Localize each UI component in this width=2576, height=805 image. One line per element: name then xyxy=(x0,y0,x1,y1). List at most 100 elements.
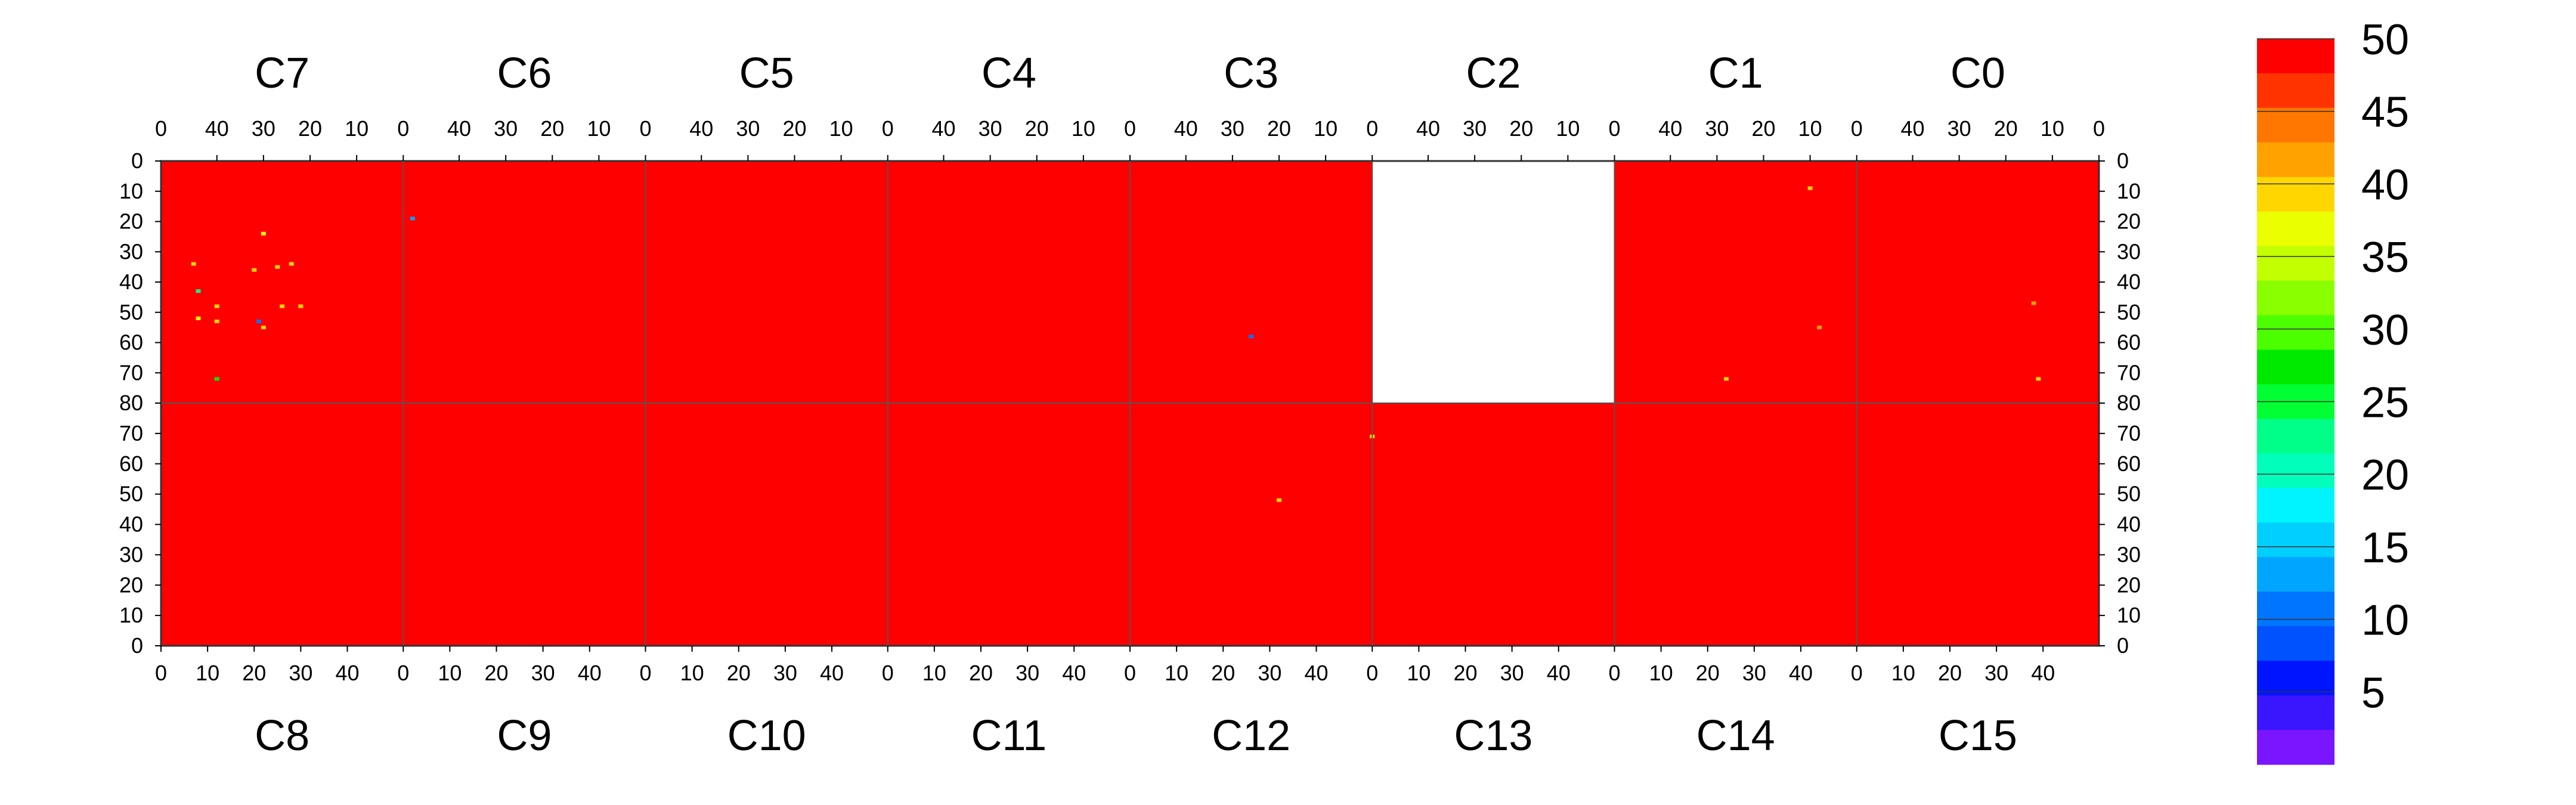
x-tick-label: 20 xyxy=(727,661,751,685)
x-tick-label: 30 xyxy=(736,116,760,141)
colorbar-tick-label: 45 xyxy=(2361,89,2409,137)
colorbar-segment xyxy=(2257,315,2334,351)
x-tick-label: 20 xyxy=(969,661,993,685)
colorbar-tick-label: 25 xyxy=(2361,379,2409,427)
x-tick-label: 20 xyxy=(1453,661,1477,685)
x-tick-label: 40 xyxy=(578,661,602,685)
anomaly-pixel xyxy=(261,231,266,236)
x-tick-label: 0 xyxy=(1124,661,1136,685)
x-tick-label: 40 xyxy=(1658,116,1682,141)
x-tick-label: 40 xyxy=(820,661,844,685)
x-tick-label: 30 xyxy=(531,661,555,685)
x-tick-label: 0 xyxy=(1366,661,1378,685)
chip-c14 xyxy=(1614,403,1857,646)
chip-c11 xyxy=(887,403,1130,646)
chip-c13 xyxy=(1372,403,1615,646)
colorbar-segment xyxy=(2257,695,2334,730)
colorbar-tick-label: 35 xyxy=(2361,234,2409,281)
y-tick-label: 70 xyxy=(119,360,143,385)
anomaly-pixel xyxy=(1807,186,1813,190)
x-tick-label: 0 xyxy=(882,661,894,685)
x-tick-label: 20 xyxy=(1211,661,1235,685)
x-tick-label: 30 xyxy=(494,116,518,141)
anomaly-pixel xyxy=(275,265,280,269)
anomaly-pixel xyxy=(2036,377,2041,381)
chip-label-c2: C2 xyxy=(1466,49,1521,97)
y-tick-label: 10 xyxy=(2117,603,2141,627)
x-tick-label: 0 xyxy=(639,116,651,141)
y-tick-label: 50 xyxy=(119,482,143,506)
chip-c7 xyxy=(161,161,404,403)
colorbar-segment xyxy=(2257,557,2334,592)
chip-label-c6: C6 xyxy=(497,49,552,97)
y-tick-label: 30 xyxy=(2117,542,2141,566)
x-tick-label: 20 xyxy=(1267,116,1291,141)
x-tick-label: 30 xyxy=(1221,116,1244,141)
x-tick-label: 40 xyxy=(1304,661,1328,685)
anomaly-pixel xyxy=(1249,335,1254,339)
chip-label-c3: C3 xyxy=(1224,49,1278,97)
colorbar-segment xyxy=(2257,142,2334,178)
x-tick-label: 10 xyxy=(1072,116,1095,141)
plot-area xyxy=(161,161,2099,646)
y-tick-label: 30 xyxy=(2117,239,2141,264)
x-tick-label: 40 xyxy=(1900,116,1924,141)
x-tick-label: 20 xyxy=(1025,116,1049,141)
anomaly-pixel xyxy=(196,316,201,320)
chip-label-c4: C4 xyxy=(982,49,1036,97)
colorbar-segment xyxy=(2257,661,2334,696)
x-tick-label: 0 xyxy=(1851,661,1863,685)
anomaly-pixel xyxy=(214,377,219,381)
x-tick-label: 20 xyxy=(1938,661,1962,685)
chip-label-c8: C8 xyxy=(255,712,309,760)
anomaly-pixel xyxy=(1724,377,1729,381)
x-tick-label: 30 xyxy=(1742,661,1766,685)
x-tick-label: 0 xyxy=(1366,116,1378,141)
x-tick-label: 20 xyxy=(540,116,564,141)
chip-label-c9: C9 xyxy=(497,712,552,760)
y-tick-label: 50 xyxy=(119,300,143,324)
anomaly-pixel xyxy=(2031,301,2036,305)
x-tick-label: 40 xyxy=(931,116,955,141)
anomaly-pixel xyxy=(196,289,201,293)
x-tick-label: 40 xyxy=(1062,661,1086,685)
y-tick-label: 20 xyxy=(2117,572,2141,597)
chip-c4 xyxy=(887,161,1130,403)
y-tick-label: 10 xyxy=(119,179,143,203)
x-tick-label: 30 xyxy=(1258,661,1281,685)
chip-c3 xyxy=(1130,161,1373,403)
anomaly-pixel xyxy=(280,304,285,308)
x-tick-label: 30 xyxy=(1948,116,1971,141)
x-tick-label: 30 xyxy=(1015,661,1039,685)
x-tick-label: 40 xyxy=(205,116,229,141)
chip-c12 xyxy=(1130,403,1373,646)
x-tick-label: 20 xyxy=(1509,116,1533,141)
y-tick-label: 0 xyxy=(2117,633,2129,658)
y-tick-label: 60 xyxy=(2117,451,2141,476)
y-tick-label: 60 xyxy=(119,451,143,476)
x-tick-label: 10 xyxy=(438,661,462,685)
x-tick-label: 20 xyxy=(298,116,322,141)
y-tick-label: 10 xyxy=(119,603,143,627)
x-tick-label: 30 xyxy=(773,661,797,685)
y-tick-label: 10 xyxy=(2117,179,2141,203)
y-tick-label: 80 xyxy=(2117,391,2141,415)
x-tick-label: 10 xyxy=(1891,661,1915,685)
x-tick-label: 40 xyxy=(2031,661,2055,685)
chip-label-c14: C14 xyxy=(1696,712,1775,760)
chip-label-c12: C12 xyxy=(1212,712,1290,760)
chip-c1 xyxy=(1614,161,1857,403)
x-tick-label: 30 xyxy=(1705,116,1729,141)
y-tick-label: 40 xyxy=(119,270,143,294)
chip-labels: C7 C6 C5 C4 C3 C2 C1 C0 C8 C9 C10 C11 C12 C13 C14 C15 xyxy=(255,49,2017,760)
colorbar-tick-label: 20 xyxy=(2361,451,2409,499)
y-tick-label: 30 xyxy=(119,542,143,566)
colorbar-segment xyxy=(2257,246,2334,281)
y-tick-label: 50 xyxy=(2117,482,2141,506)
x-tick-label: 10 xyxy=(1556,116,1580,141)
y-tick-label: 0 xyxy=(131,633,143,658)
x-tick-label: 10 xyxy=(1165,661,1188,685)
y-tick-label: 20 xyxy=(119,209,143,234)
x-tick-label: 0 xyxy=(1124,116,1136,141)
